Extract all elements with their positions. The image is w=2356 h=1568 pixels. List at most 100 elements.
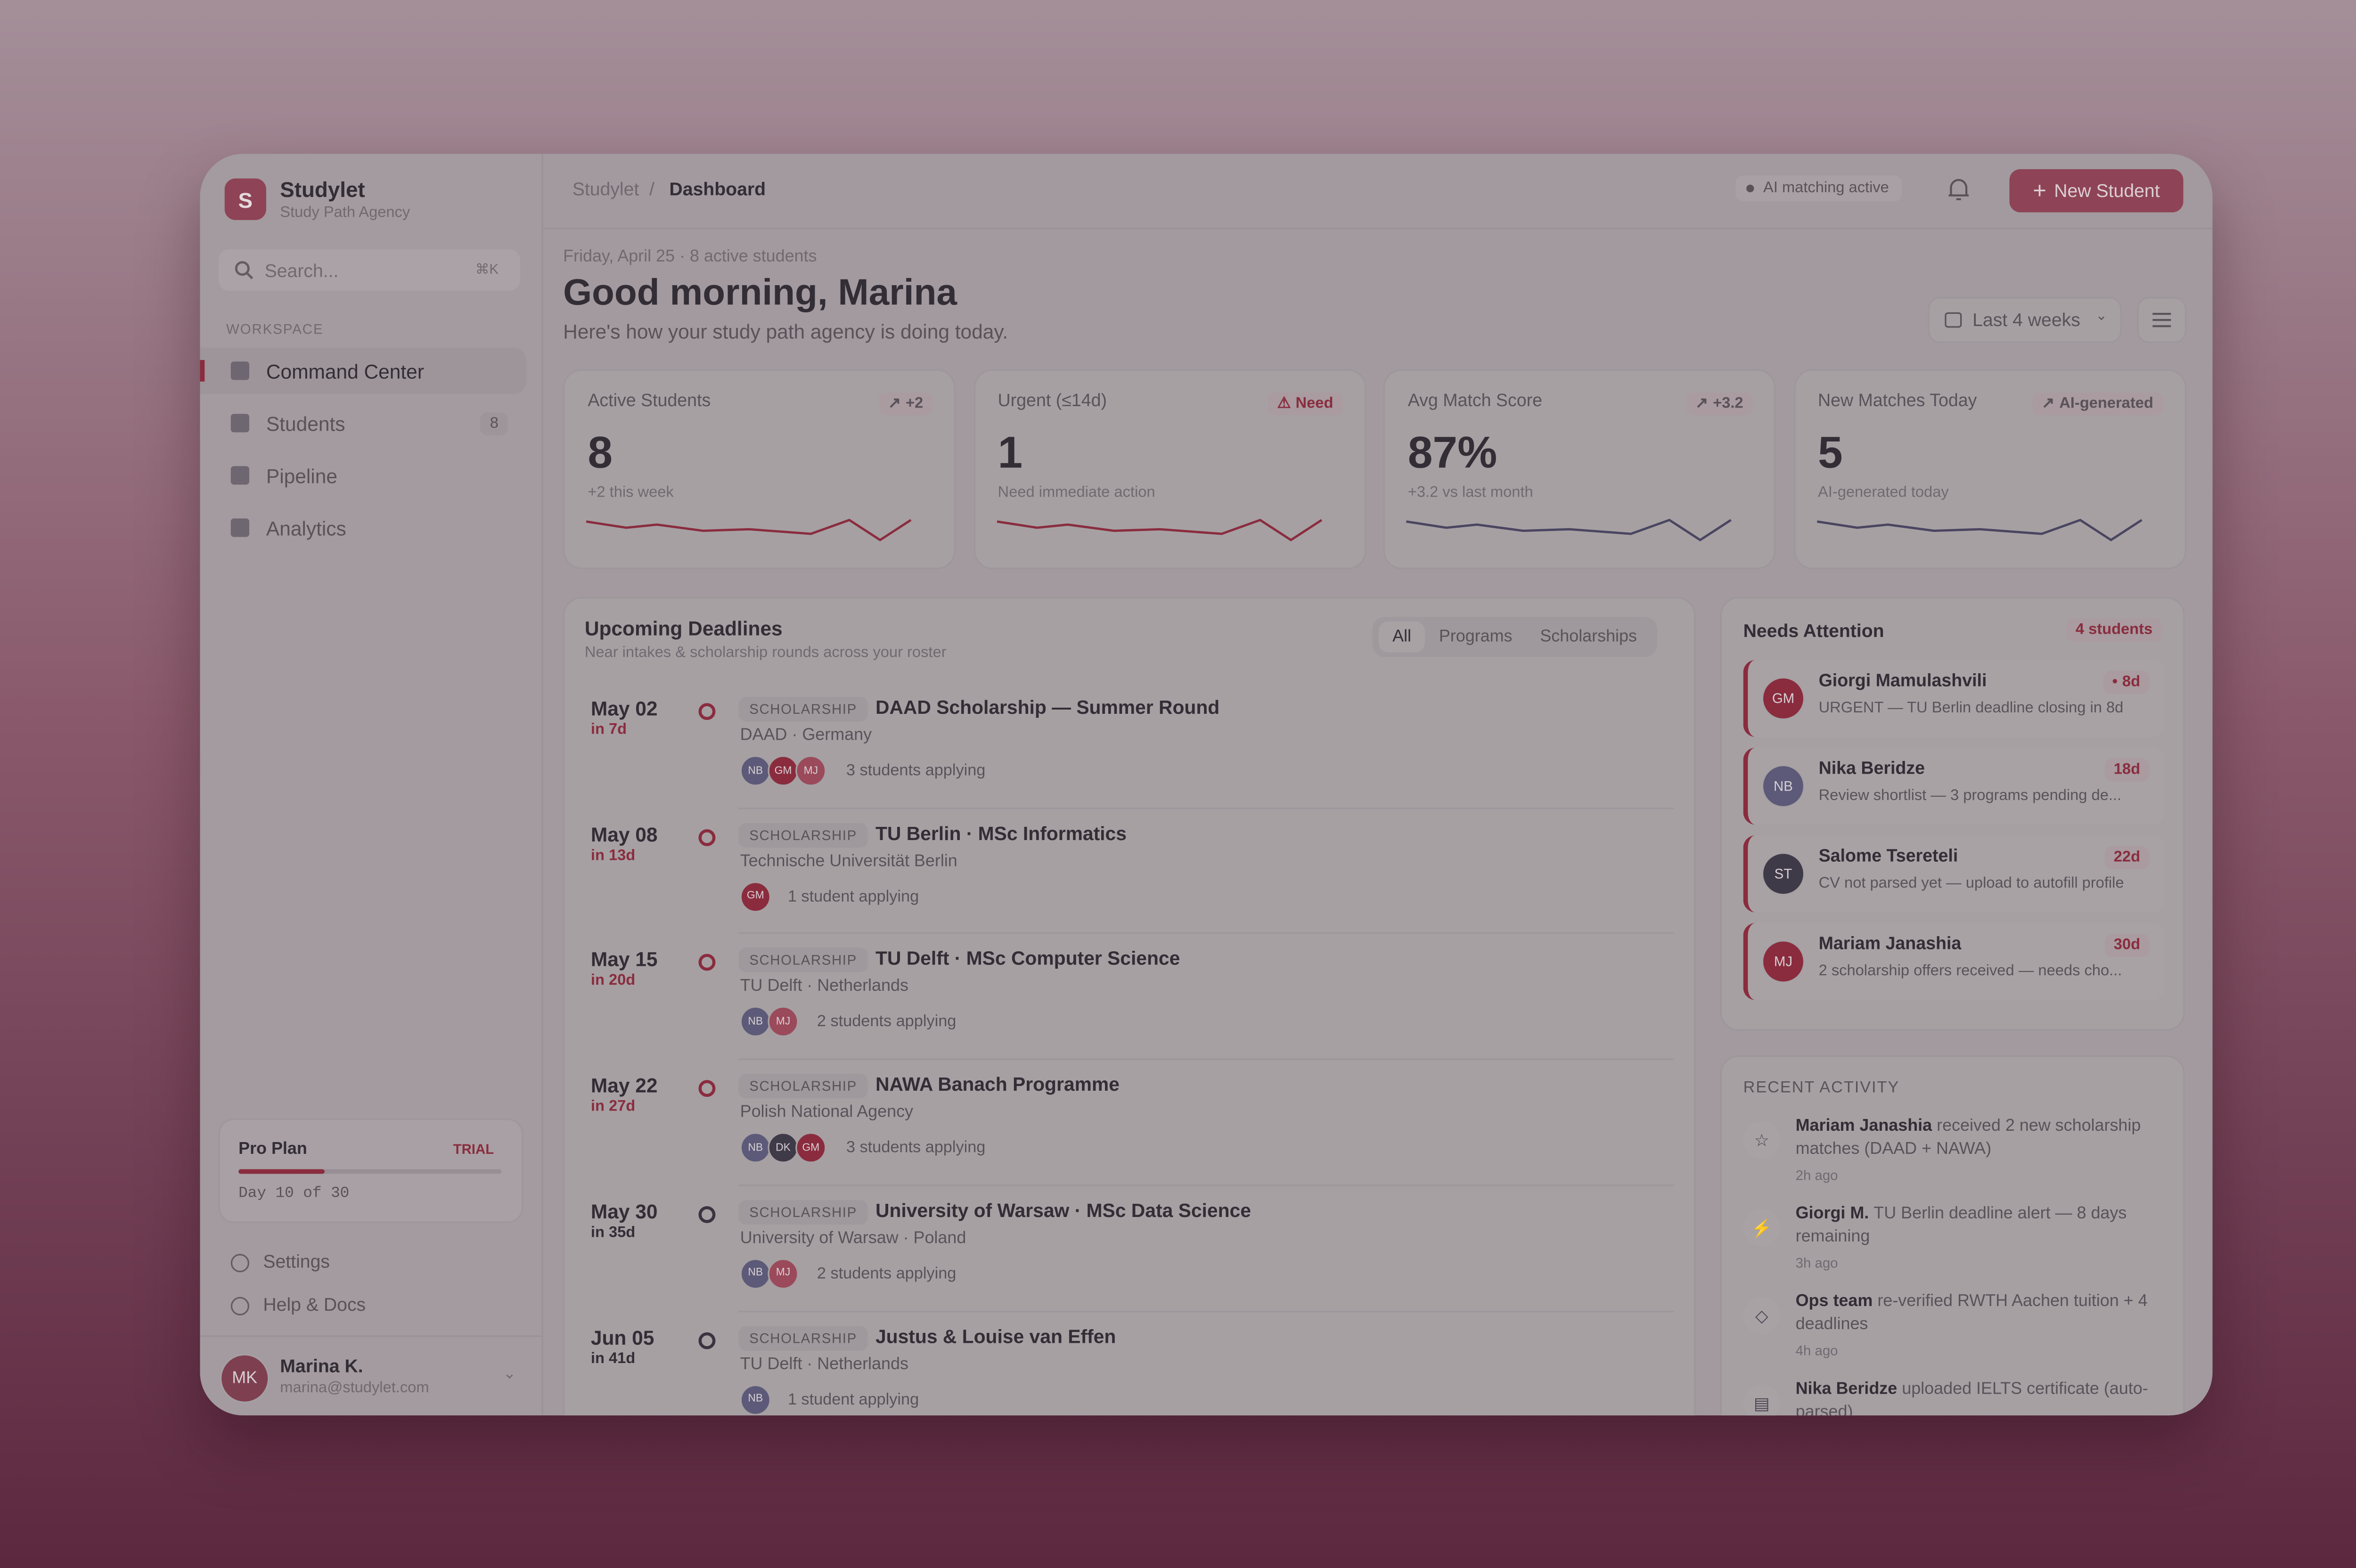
tag: SCHOLARSHIP — [738, 1200, 868, 1225]
activity-text: Mariam Janashia received 2 new scholarsh… — [1796, 1115, 2165, 1161]
user-name: Marina K. — [280, 1355, 363, 1377]
sparkline-path — [1816, 518, 2142, 542]
divider — [738, 807, 1674, 809]
nav-item[interactable]: Students 8 — [200, 400, 526, 446]
stat-label: Urgent (≤14d) — [998, 392, 1107, 411]
avatar: MJ — [768, 1258, 799, 1289]
tab[interactable]: Programs — [1439, 628, 1513, 646]
nav-label: Analytics — [266, 517, 346, 540]
dot: • — [2112, 674, 2118, 691]
settings-link[interactable]: Settings — [263, 1250, 330, 1273]
days-badge: 30d — [2104, 934, 2150, 957]
attention-item[interactable]: NB Nika Beridze 18d Review shortlist — 3 pr… — [1743, 747, 2165, 825]
plus-icon: + — [2033, 178, 2046, 204]
nav-icon — [230, 518, 249, 537]
badge-icon: ↗ — [1695, 395, 1709, 413]
space — [1869, 1205, 1873, 1223]
activity-item: ☆ Mariam Janashia received 2 new scholars… — [1722, 1115, 2184, 1201]
student-name: Nika Beridze — [1818, 760, 1925, 779]
tab[interactable]: Scholarships — [1540, 628, 1637, 646]
deadline-due: in 13d — [590, 847, 636, 865]
space — [1932, 1117, 1937, 1135]
deadline-date: May 30 — [590, 1200, 658, 1223]
app-window: S Studylet Study Path Agency Search... ⌘… — [200, 154, 2213, 1416]
deadline-org: Technische Universität Berlin — [740, 851, 957, 871]
avatar-group: NB GM MJ — [740, 755, 826, 786]
badge-text: +3.2 — [1713, 395, 1743, 413]
sparkline — [1816, 518, 2142, 542]
deadline-item[interactable]: May 30 in 35d SCHOLARSHIP University of War… — [564, 1184, 1676, 1320]
deadline-item[interactable]: May 22 in 27d SCHOLARSHIP NAWA Banach Progr… — [564, 1058, 1676, 1194]
deadline-item[interactable]: May 08 in 13d SCHOLARSHIP TU Berlin · MSc I… — [564, 807, 1676, 943]
stat-card: New Matches Today ↗ AI-generated 5 AI-genera… — [1793, 369, 2186, 570]
new-student-button[interactable]: + New Student — [2009, 169, 2184, 212]
days-text: 30d — [2113, 937, 2141, 954]
nav-item[interactable]: Pipeline — [200, 452, 526, 498]
deadline-item[interactable]: May 15 in 20d SCHOLARSHIP TU Delft · MSc Co… — [564, 933, 1676, 1069]
badge-icon: ↗ — [888, 395, 901, 413]
status-dot — [1746, 184, 1754, 193]
deadline-date: Jun 05 — [590, 1325, 654, 1349]
nav-badge: 8 — [481, 412, 508, 436]
user-menu[interactable]: ⌄ — [503, 1366, 516, 1383]
plan-day: Day 10 of 30 — [238, 1186, 350, 1203]
avatar: GM — [740, 881, 771, 912]
activity-time: 4h ago — [1795, 1343, 1838, 1359]
badge-text: +2 — [905, 395, 924, 413]
activity-title: RECENT ACTIVITY — [1743, 1078, 1900, 1097]
student-note: CV not parsed yet — upload to autofill p… — [1818, 875, 2124, 892]
nav-label: Students — [266, 412, 345, 436]
activity-item: ⚡ Giorgi M. TU Berlin deadline alert — 8 … — [1722, 1203, 2184, 1289]
tab[interactable]: All — [1378, 621, 1425, 653]
avatar: ST — [1761, 852, 1805, 896]
search-box[interactable]: Search... ⌘K — [218, 249, 520, 291]
sparkline-path — [586, 518, 912, 542]
nav-item[interactable]: Analytics — [200, 505, 526, 551]
days-text: 8d — [2122, 674, 2141, 691]
deadlines-title: Upcoming Deadlines — [584, 617, 783, 640]
range-select[interactable]: Last 4 weeks ⌄ — [1928, 297, 2122, 343]
range-label: Last 4 weeks — [1972, 309, 2080, 331]
applying: 1 student applying — [787, 1390, 919, 1409]
days-badge: 22d — [2104, 846, 2150, 869]
bell-icon[interactable] — [1947, 175, 1971, 203]
topbar: Studylet / Dashboard AI matching active … — [541, 154, 2213, 229]
stat-label: Active Students — [588, 392, 711, 411]
status-ring — [698, 1206, 716, 1223]
activity-actor: Mariam Janashia — [1795, 1117, 1932, 1135]
avatar: DK — [768, 1132, 799, 1163]
deadline-due: in 27d — [590, 1098, 636, 1116]
brand-tagline: Study Path Agency — [280, 204, 410, 222]
stat-note: Need immediate action — [998, 484, 1155, 502]
divider — [200, 1335, 542, 1337]
attention-item[interactable]: MJ Mariam Janashia 30d 2 scholarship offers… — [1743, 923, 2165, 1000]
crumb-sep: / — [649, 178, 654, 200]
avatar: GM — [795, 1132, 826, 1163]
activity-item: ◇ Ops team re-verified RWTH Aachen tuitio… — [1722, 1291, 2184, 1377]
badge-text: Need — [1295, 395, 1333, 413]
attention-item[interactable]: ST Salome Tsereteli 22d CV not parsed yet —… — [1743, 835, 2165, 913]
deadline-due: in 35d — [590, 1224, 636, 1241]
help-link[interactable]: Help & Docs — [263, 1294, 366, 1315]
user-avatar: MK — [220, 1354, 270, 1403]
activity-actor: Ops team — [1795, 1292, 1873, 1311]
stat-note: +2 this week — [588, 484, 674, 502]
deadline-org: Polish National Agency — [740, 1103, 914, 1122]
avatar: GM — [768, 755, 799, 786]
attention-item[interactable]: GM Giorgi Mamulashvili • 8d URGENT — TU Berl… — [1743, 660, 2165, 737]
search-icon — [235, 261, 254, 279]
avatar: MJ — [768, 1006, 799, 1038]
activity-time: 3h ago — [1795, 1255, 1838, 1271]
stat-note: +3.2 vs last month — [1407, 484, 1533, 502]
activity-text: Nika Beridze uploaded IELTS certificate … — [1796, 1379, 2165, 1415]
nav-item[interactable]: Command Center — [200, 347, 526, 394]
applying: 3 students applying — [846, 761, 986, 780]
deadline-org: TU Delft · Netherlands — [740, 1355, 908, 1373]
deadline-title: DAAD Scholarship — Summer Round — [875, 697, 1220, 719]
activity-desc: received 2 new scholarship matches (DAAD… — [1795, 1117, 2141, 1159]
deadline-item[interactable]: May 02 in 7d SCHOLARSHIP DAAD Scholarship —… — [564, 691, 1676, 817]
menu-button[interactable] — [2137, 297, 2187, 343]
deadline-item[interactable]: Jun 05 in 41d SCHOLARSHIP Justus & Louise v… — [564, 1310, 1676, 1415]
activity-icon: ◇ — [1743, 1297, 1780, 1334]
crumb[interactable]: Studylet — [572, 178, 639, 200]
